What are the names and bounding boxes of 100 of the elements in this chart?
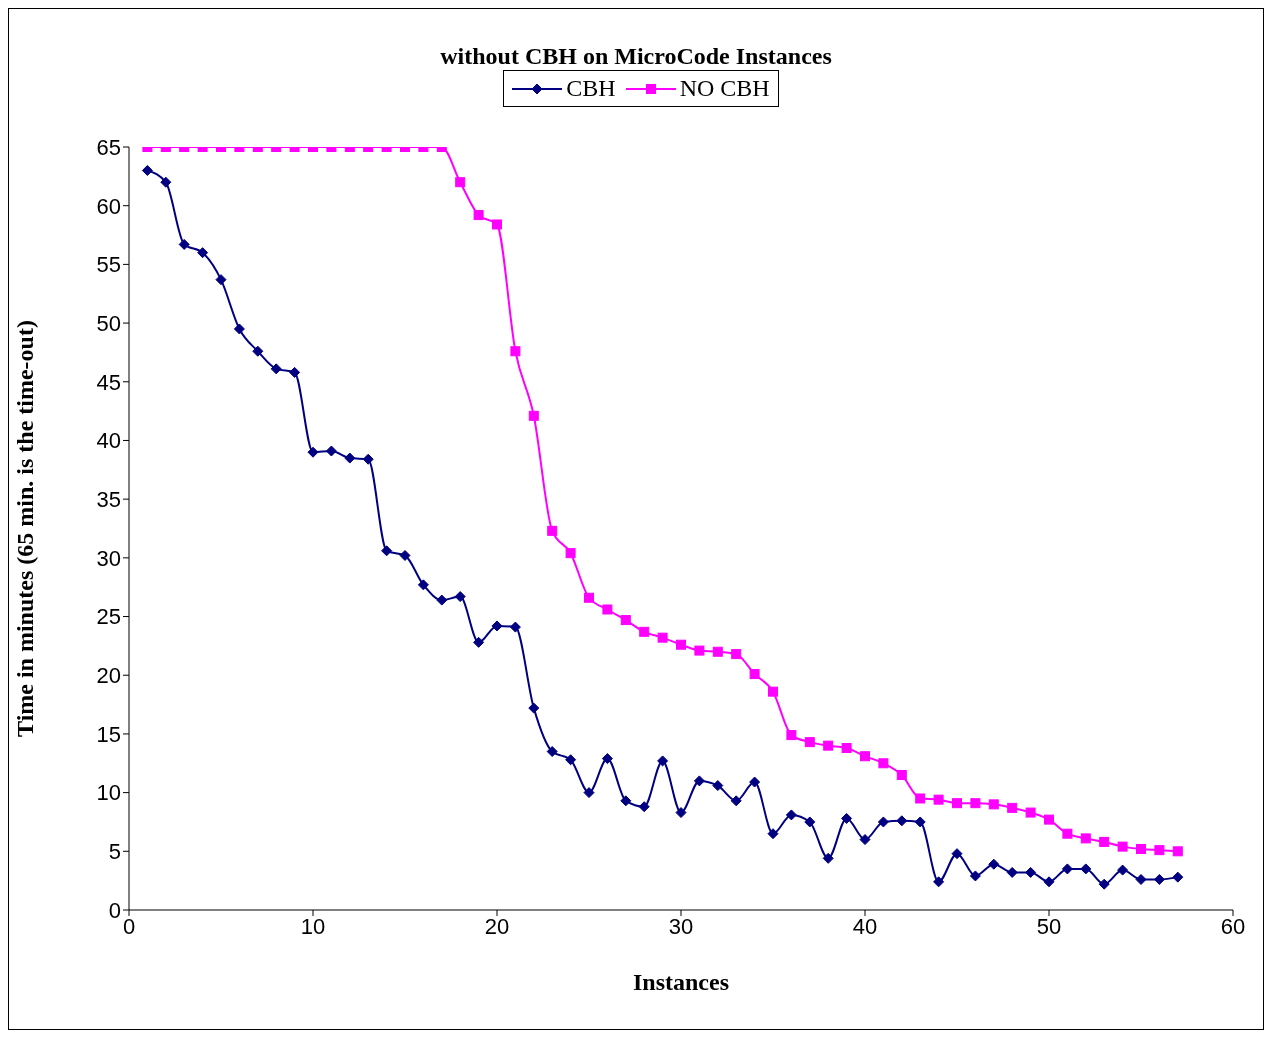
x-tick-label: 20	[484, 913, 510, 939]
point	[546, 746, 558, 758]
point	[1007, 802, 1018, 813]
legend-label: CBH	[565, 75, 616, 102]
point	[969, 870, 981, 882]
point	[823, 740, 834, 751]
point	[693, 775, 705, 787]
point	[1098, 878, 1110, 890]
y-tick-label: 15	[96, 721, 121, 747]
point	[509, 621, 521, 633]
x-axis-title: Instances	[632, 969, 730, 995]
point	[178, 238, 190, 250]
point	[896, 770, 907, 781]
point	[565, 754, 577, 766]
point	[1062, 828, 1073, 839]
point	[381, 545, 393, 557]
point	[547, 525, 558, 536]
point	[638, 801, 650, 813]
point	[1154, 845, 1165, 856]
point	[197, 247, 209, 259]
point	[952, 798, 962, 809]
x-tick-label: 10	[300, 913, 326, 939]
point	[289, 366, 301, 378]
point	[675, 807, 687, 819]
y-tick-label: 40	[96, 428, 121, 454]
y-tick-label: 50	[96, 310, 121, 336]
point	[491, 620, 503, 632]
point	[988, 858, 1000, 870]
point	[749, 776, 761, 788]
point	[492, 219, 502, 230]
point	[859, 834, 871, 846]
point	[804, 816, 816, 828]
point	[1099, 836, 1110, 847]
y-tick-label: 5	[108, 839, 121, 865]
point	[657, 632, 668, 643]
point	[620, 795, 632, 807]
point	[731, 649, 742, 660]
point	[657, 755, 669, 767]
point	[896, 815, 908, 827]
point	[436, 594, 448, 606]
point	[325, 445, 337, 457]
x-tick-label: 30	[668, 913, 694, 939]
point	[473, 636, 485, 648]
point	[786, 730, 797, 741]
point	[1061, 863, 1073, 875]
point	[528, 410, 539, 421]
point	[454, 591, 466, 603]
point	[620, 615, 631, 626]
point	[933, 876, 945, 888]
point	[160, 176, 172, 188]
point	[270, 363, 282, 375]
point	[565, 548, 576, 559]
x-tick-label: 40	[852, 913, 878, 939]
x-tick-label: 60	[1220, 913, 1246, 939]
y-tick-label: 30	[96, 545, 121, 571]
y-tick-label: 65	[96, 134, 121, 160]
point	[804, 737, 815, 748]
point	[915, 793, 926, 804]
point	[215, 274, 227, 286]
point	[307, 446, 319, 458]
point	[841, 743, 852, 754]
point	[473, 210, 484, 221]
point	[1080, 863, 1092, 875]
point	[1172, 871, 1184, 883]
point	[878, 758, 889, 769]
y-tick-label: 60	[96, 193, 121, 219]
point	[1044, 814, 1054, 825]
point	[730, 795, 742, 807]
point	[1006, 866, 1018, 878]
chart-title: without CBH on MicroCode Instances	[439, 42, 833, 70]
point	[860, 751, 870, 762]
point	[1117, 841, 1128, 852]
point	[914, 816, 926, 828]
y-tick-label: 0	[108, 897, 121, 923]
y-tick-label: 55	[96, 252, 121, 278]
point	[1080, 833, 1091, 844]
point	[877, 816, 889, 828]
point	[712, 780, 724, 792]
point	[1043, 876, 1055, 888]
point	[768, 686, 778, 697]
point	[510, 346, 521, 357]
point	[1025, 807, 1036, 818]
legend-label: NO CBH	[678, 75, 770, 102]
point	[1117, 864, 1129, 876]
point	[601, 753, 613, 765]
point	[528, 702, 540, 714]
point	[583, 787, 595, 799]
point	[584, 592, 594, 603]
point	[785, 809, 797, 821]
point	[399, 550, 411, 561]
point	[822, 852, 834, 864]
point	[344, 452, 356, 464]
point	[455, 177, 466, 188]
point	[141, 164, 153, 176]
y-axis-title: Time in minutes (65 min. is the time-out)	[11, 320, 38, 737]
point	[988, 799, 999, 810]
y-tick-label: 25	[96, 604, 121, 630]
point	[602, 604, 613, 615]
y-tick-label: 45	[96, 369, 121, 395]
point	[1172, 846, 1183, 857]
